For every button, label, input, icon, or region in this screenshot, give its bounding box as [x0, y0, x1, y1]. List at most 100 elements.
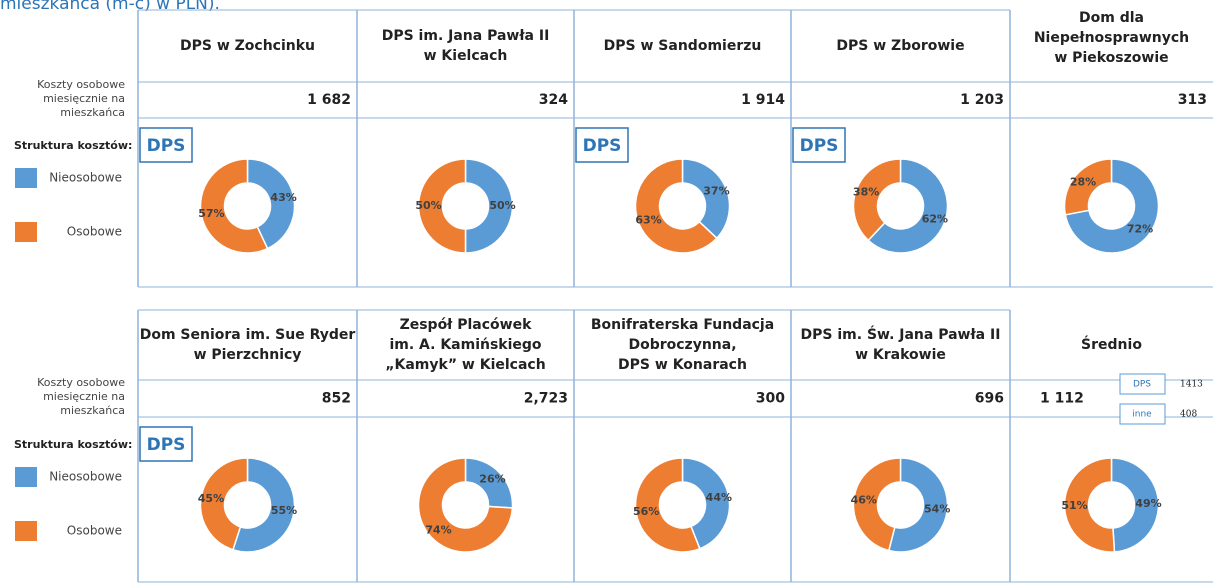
donut-segment — [887, 457, 949, 553]
donut-segment — [852, 457, 902, 552]
panel-name: Zespół Placówek — [400, 317, 533, 333]
donut-label: 57% — [198, 207, 224, 220]
panel-name: w Krakowie — [855, 347, 946, 363]
inset-label: DPS — [1133, 380, 1151, 390]
donut-label: 45% — [198, 492, 224, 505]
panel-name: DPS w Zochcinku — [180, 38, 315, 54]
donut-segment — [1110, 457, 1160, 553]
donut-segment — [1063, 158, 1113, 216]
donut-segment — [867, 158, 949, 254]
badge: DPS — [800, 136, 839, 156]
inset-box — [1119, 403, 1166, 425]
panel-cost: 1 914 — [741, 92, 785, 108]
heading: mieszkańca (m-c) w PLN). — [0, 0, 220, 14]
panel-name: DPS w Zborowie — [836, 38, 964, 54]
cost-label: Koszty osobowe — [37, 78, 125, 91]
donut-segment — [681, 158, 731, 240]
donut-label: 56% — [633, 505, 659, 518]
donut-label: 26% — [479, 473, 505, 486]
legend-label: Osobowe — [67, 225, 122, 239]
donut-segment — [232, 457, 296, 553]
badge: DPS — [147, 136, 186, 156]
legend-swatch — [15, 168, 37, 188]
donut-label: 72% — [1127, 223, 1153, 236]
donut-label: 44% — [706, 491, 732, 504]
donut-label: 50% — [489, 199, 515, 212]
legend-label: Nieosobowe — [49, 470, 122, 484]
panel-name: „Kamyk” w Kielcach — [385, 357, 545, 373]
donut-segment — [1064, 158, 1160, 254]
panel-cost: 313 — [1178, 92, 1207, 108]
inset-value: 408 — [1180, 410, 1197, 420]
panel-name: Niepełnosprawnych — [1034, 30, 1189, 46]
donut-segment — [464, 158, 514, 254]
cost-label: miesięcznie na — [43, 92, 125, 105]
badge: DPS — [147, 435, 186, 455]
structure-label: Struktura kosztów: — [14, 438, 132, 451]
cost-label: mieszkańca — [60, 404, 125, 417]
panel-name: Dobroczynna, — [628, 337, 736, 353]
cost-label: mieszkańca — [60, 106, 125, 119]
panel-cost: 1 112 — [1040, 391, 1084, 407]
donut-segment — [417, 158, 467, 254]
inset-value: 1413 — [1180, 380, 1203, 390]
panel-cost: 324 — [539, 92, 568, 108]
donut-segment — [634, 158, 718, 254]
panel-name: Dom dla — [1079, 10, 1144, 26]
donut-label: 63% — [635, 214, 661, 227]
panel-cost: 696 — [975, 391, 1004, 407]
panel-cost: 852 — [322, 391, 351, 407]
donut-label: 43% — [270, 191, 296, 204]
donut-segment — [199, 158, 269, 254]
panel-name: Dom Seniora im. Sue Ryder — [140, 327, 356, 343]
panel-name: DPS w Sandomierzu — [604, 38, 762, 54]
badge-box — [139, 127, 193, 163]
panel-name: Bonifraterska Fundacja — [591, 317, 774, 333]
cost-label: Koszty osobowe — [37, 376, 125, 389]
legend-label: Nieosobowe — [49, 171, 122, 185]
structure-label: Struktura kosztów: — [14, 139, 132, 152]
donut-label: 49% — [1135, 497, 1161, 510]
donut-label: 74% — [425, 523, 451, 536]
donut-label: 51% — [1061, 499, 1087, 512]
panel-name: Średnio — [1081, 335, 1142, 353]
badge-box — [792, 127, 846, 163]
badge-box — [139, 426, 193, 462]
legend-swatch — [15, 222, 37, 242]
donut-segment — [681, 457, 731, 550]
inset-box — [1119, 373, 1166, 395]
inset-label: inne — [1132, 410, 1152, 420]
panel-name: w Piekoszowie — [1054, 50, 1168, 66]
donut-label: 54% — [924, 503, 950, 516]
panel-name: DPS w Konarach — [618, 357, 747, 373]
panel-name: im. A. Kamińskiego — [389, 337, 541, 353]
panel-cost: 2,723 — [524, 391, 568, 407]
panel-name: DPS im. Św. Jana Pawła II — [801, 325, 1001, 343]
donut-label: 38% — [853, 185, 879, 198]
panel-cost: 300 — [756, 391, 785, 407]
badge: DPS — [583, 136, 622, 156]
legend-label: Osobowe — [67, 524, 122, 538]
donut-label: 28% — [1070, 175, 1096, 188]
legend-swatch — [15, 521, 37, 541]
legend-swatch — [15, 467, 37, 487]
donut-segment — [634, 457, 701, 553]
donut-label: 50% — [415, 199, 441, 212]
donut-segment — [1063, 457, 1116, 553]
donut-segment — [852, 158, 902, 242]
panel-cost: 1 203 — [960, 92, 1004, 108]
donut-label: 55% — [271, 504, 297, 517]
donut-label: 46% — [851, 493, 877, 506]
panel-cost: 1 682 — [307, 92, 351, 108]
donut-label: 62% — [922, 213, 948, 226]
donut-label: 37% — [703, 184, 729, 197]
donut-segment — [417, 457, 514, 553]
badge-box — [575, 127, 629, 163]
panel-name: w Kielcach — [424, 48, 508, 64]
panel-name: DPS im. Jana Pawła II — [382, 28, 550, 44]
donut-segment — [199, 457, 249, 551]
cost-label: miesięcznie na — [43, 390, 125, 403]
panel-name: w Pierzchnicy — [194, 347, 302, 363]
donut-segment — [246, 158, 296, 250]
